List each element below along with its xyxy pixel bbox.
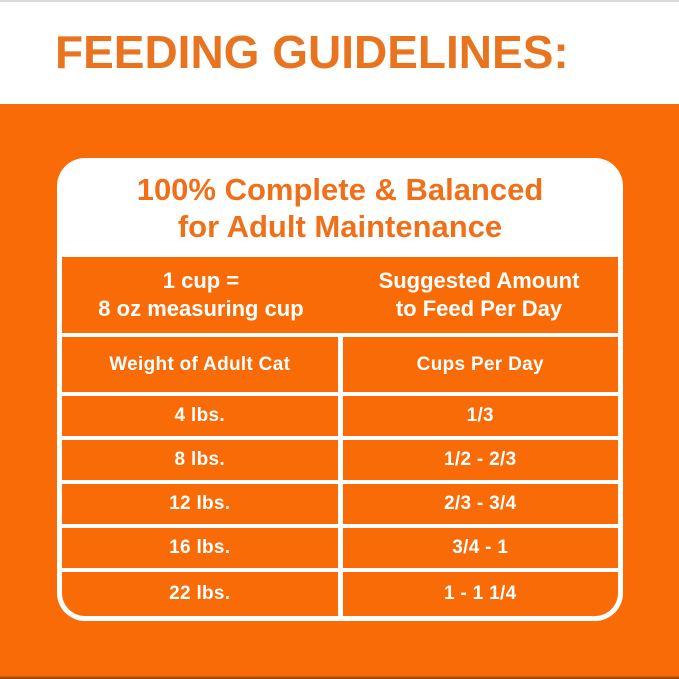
cup-measure-note: 1 cup = 8 oz measuring cup [62,257,340,333]
measurement-header-band: 1 cup = 8 oz measuring cup Suggested Amo… [62,257,618,333]
table-row: 8 lbs. 1/2 - 2/3 [62,440,618,480]
page-title: FEEDING GUIDELINES: [55,26,569,78]
cups-cell: 3/4 - 1 [342,528,618,568]
suggested-amount-header: Suggested Amount to Feed Per Day [340,257,618,333]
table-row: 16 lbs. 3/4 - 1 [62,528,618,568]
column-header-weight: Weight of Adult Cat [62,337,338,392]
cups-cell: 1 - 1 1/4 [342,572,618,616]
suggested-amount-line1: Suggested Amount [378,268,580,293]
suggested-amount-line2: to Feed Per Day [395,296,563,321]
table-row: 12 lbs. 2/3 - 3/4 [62,484,618,524]
column-header-cups: Cups Per Day [342,337,618,392]
table-row: 22 lbs. 1 - 1 1/4 [62,572,618,616]
weight-cell: 12 lbs. [62,484,338,524]
card-header-line2: for Adult Maintenance [177,209,503,244]
weight-cell: 22 lbs. [62,572,338,616]
title-banner: FEEDING GUIDELINES: [0,0,679,104]
weight-cell: 16 lbs. [62,528,338,568]
cups-cell: 1/3 [342,396,618,436]
cups-cell: 2/3 - 3/4 [342,484,618,524]
weight-cell: 4 lbs. [62,396,338,436]
card-header-line1: 100% Complete & Balanced [136,172,544,207]
cup-measure-note-line1: 1 cup = [162,268,240,293]
weight-cell: 8 lbs. [62,440,338,480]
feeding-table-card: 100% Complete & Balanced for Adult Maint… [57,158,623,621]
card-header: 100% Complete & Balanced for Adult Maint… [62,163,618,253]
bottom-edge-line [0,676,679,679]
column-header-row: Weight of Adult Cat Cups Per Day [62,337,618,392]
cups-cell: 1/2 - 2/3 [342,440,618,480]
table-row: 4 lbs. 1/3 [62,396,618,436]
cup-measure-note-line2: 8 oz measuring cup [98,296,304,321]
